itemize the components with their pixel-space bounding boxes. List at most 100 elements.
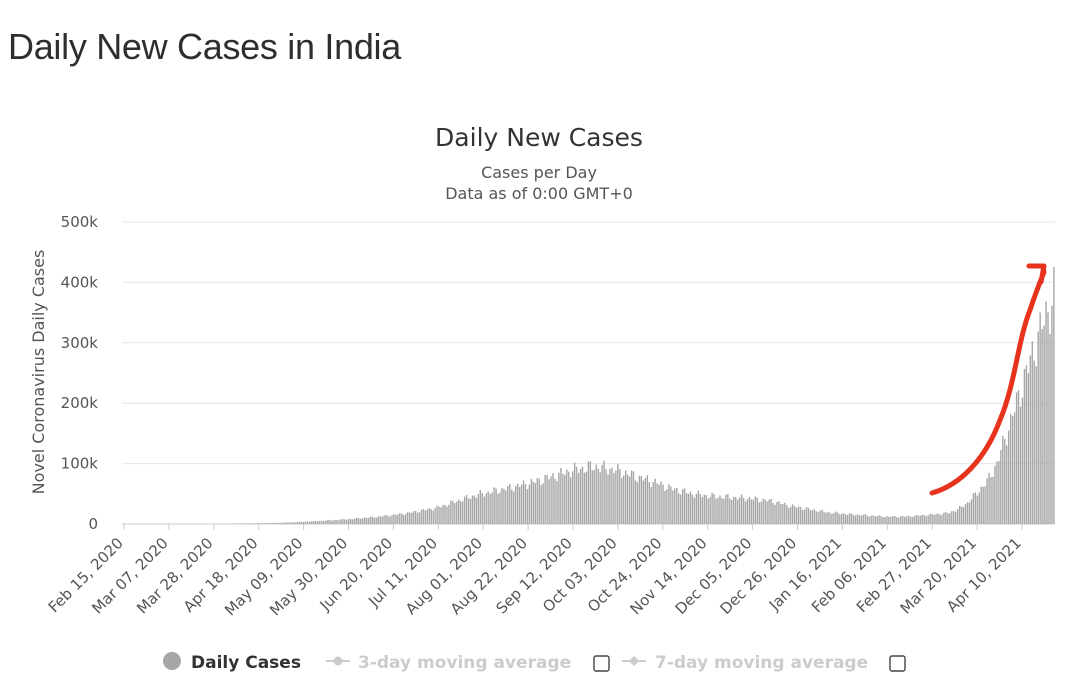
daily-case-bar[interactable] [921, 514, 923, 524]
daily-case-bar[interactable] [550, 476, 552, 524]
daily-case-bar[interactable] [882, 517, 884, 524]
daily-case-bar[interactable] [913, 516, 916, 524]
daily-case-bar[interactable] [729, 498, 731, 525]
daily-case-bar[interactable] [275, 522, 277, 524]
daily-case-bar[interactable] [581, 466, 584, 524]
daily-case-bar[interactable] [990, 477, 992, 524]
daily-case-bar[interactable] [259, 523, 262, 524]
daily-case-bar[interactable] [391, 515, 393, 524]
daily-case-bar[interactable] [660, 481, 662, 524]
daily-case-bar[interactable] [807, 507, 810, 524]
daily-case-bar[interactable] [518, 486, 521, 524]
daily-case-bar[interactable] [915, 514, 918, 524]
daily-case-bar[interactable] [383, 515, 385, 524]
daily-case-bar[interactable] [723, 498, 725, 524]
daily-case-bar[interactable] [603, 460, 605, 524]
daily-case-bar[interactable] [505, 490, 507, 524]
legend-3day-checkbox[interactable] [593, 655, 610, 672]
legend-7day-average[interactable]: 7-day moving average [655, 653, 868, 673]
daily-case-bar[interactable] [336, 520, 338, 524]
daily-case-bar[interactable] [410, 512, 413, 524]
daily-case-bar[interactable] [340, 519, 342, 524]
daily-case-bar[interactable] [817, 512, 819, 524]
daily-case-bar[interactable] [986, 478, 988, 524]
daily-case-bar[interactable] [247, 523, 250, 524]
daily-case-bar[interactable] [355, 517, 358, 524]
daily-case-bar[interactable] [1017, 390, 1020, 524]
daily-case-bar[interactable] [438, 506, 440, 524]
daily-case-bar[interactable] [833, 513, 835, 524]
daily-case-bar[interactable] [805, 507, 808, 524]
daily-case-bar[interactable] [976, 495, 978, 524]
daily-case-bar[interactable] [654, 478, 656, 524]
daily-case-bar[interactable] [344, 519, 346, 524]
daily-case-bar[interactable] [422, 509, 425, 524]
daily-case-bar[interactable] [601, 464, 603, 524]
daily-case-bar[interactable] [251, 523, 254, 524]
daily-case-bar[interactable] [393, 514, 395, 524]
daily-case-bar[interactable] [846, 514, 849, 524]
daily-case-bar[interactable] [650, 487, 652, 524]
daily-case-bar[interactable] [681, 489, 684, 524]
daily-case-bar[interactable] [1009, 413, 1012, 524]
daily-case-bar[interactable] [744, 501, 747, 524]
daily-case-bar[interactable] [607, 474, 609, 524]
daily-case-bar[interactable] [385, 514, 387, 524]
daily-case-bar[interactable] [406, 512, 409, 524]
daily-case-bar[interactable] [599, 472, 601, 524]
daily-case-bar[interactable] [450, 500, 452, 524]
daily-case-bar[interactable] [674, 488, 676, 524]
daily-case-bar[interactable] [640, 475, 643, 524]
daily-case-bar[interactable] [487, 491, 489, 524]
daily-case-bar[interactable] [919, 515, 922, 524]
daily-case-bar[interactable] [540, 484, 542, 524]
daily-case-bar[interactable] [652, 481, 654, 524]
daily-case-bar[interactable] [949, 513, 951, 524]
daily-case-bar[interactable] [1006, 445, 1008, 524]
daily-case-bar[interactable] [587, 461, 590, 524]
daily-case-bar[interactable] [1043, 325, 1045, 524]
daily-case-bar[interactable] [261, 523, 264, 524]
daily-case-bar[interactable] [479, 490, 482, 524]
daily-case-bar[interactable] [577, 472, 580, 524]
daily-case-bar[interactable] [774, 504, 776, 524]
daily-case-bar[interactable] [701, 497, 703, 524]
daily-case-bar[interactable] [569, 477, 572, 524]
daily-case-bar[interactable] [304, 521, 307, 524]
daily-case-bar[interactable] [648, 482, 650, 524]
daily-case-bar[interactable] [856, 514, 859, 525]
daily-case-bar[interactable] [823, 511, 825, 524]
daily-case-bar[interactable] [1049, 334, 1051, 524]
daily-case-bar[interactable] [841, 513, 843, 524]
daily-case-bar[interactable] [803, 509, 806, 524]
daily-case-bar[interactable] [962, 507, 965, 524]
daily-case-bar[interactable] [923, 515, 925, 524]
daily-case-bar[interactable] [312, 520, 315, 524]
daily-case-bar[interactable] [375, 517, 377, 524]
daily-case-bar[interactable] [1051, 305, 1053, 524]
daily-case-bar[interactable] [937, 513, 939, 524]
daily-case-bar[interactable] [585, 471, 588, 524]
legend-3day-average[interactable]: 3-day moving average [358, 653, 571, 673]
legend-daily-cases[interactable]: Daily Cases [191, 653, 301, 673]
daily-case-bar[interactable] [1027, 373, 1030, 524]
daily-case-bar[interactable] [371, 516, 374, 524]
daily-case-bar[interactable] [489, 493, 491, 524]
daily-case-bar[interactable] [927, 515, 929, 524]
daily-case-bar[interactable] [768, 499, 770, 524]
daily-case-bar[interactable] [668, 483, 670, 524]
daily-case-bar[interactable] [764, 499, 766, 524]
daily-case-bar[interactable] [381, 516, 383, 524]
daily-case-bar[interactable] [579, 468, 582, 524]
daily-case-bar[interactable] [241, 523, 244, 524]
daily-case-bar[interactable] [799, 507, 802, 524]
daily-case-bar[interactable] [762, 498, 764, 524]
daily-case-bar[interactable] [338, 520, 340, 524]
daily-case-bar[interactable] [463, 496, 466, 524]
daily-case-bar[interactable] [245, 523, 248, 524]
daily-case-bar[interactable] [532, 481, 535, 524]
daily-case-bar[interactable] [524, 484, 527, 524]
daily-case-bar[interactable] [548, 479, 550, 524]
daily-case-bar[interactable] [907, 515, 910, 524]
daily-case-bar[interactable] [452, 500, 454, 524]
